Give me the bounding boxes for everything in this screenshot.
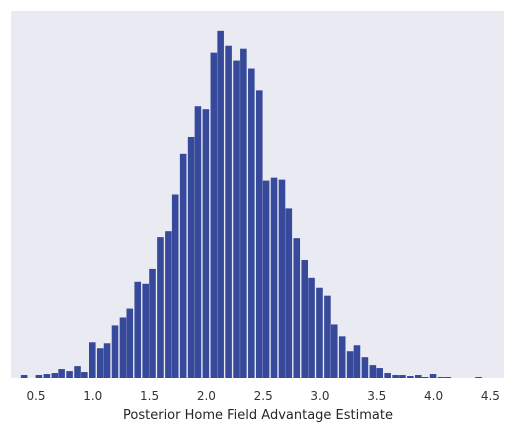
histogram-bar: [58, 369, 65, 378]
histogram-bar: [278, 179, 286, 378]
histogram-bar: [308, 277, 315, 378]
histogram-bar: [81, 372, 88, 378]
histogram-bar: [187, 136, 195, 378]
x-tick-label: 4.5: [481, 389, 500, 403]
histogram-bar: [361, 357, 369, 378]
x-tick-label: 1.5: [140, 389, 159, 403]
histogram-bar: [285, 208, 293, 378]
histogram-bar: [437, 377, 445, 378]
histogram-bar: [134, 281, 142, 378]
x-tick-label: 0.5: [26, 389, 45, 403]
histogram-bar: [444, 377, 452, 378]
histogram-bar: [384, 373, 391, 378]
histogram-bar: [111, 325, 119, 378]
histogram-bar: [103, 343, 111, 378]
x-tick-label: 2.5: [254, 389, 273, 403]
histogram-bar: [316, 287, 323, 378]
x-axis-ticks: 0.5 1.0 1.5 2.0 2.5 3.0 3.5 4.0 4.5: [26, 389, 499, 403]
histogram-bar: [399, 375, 406, 378]
histogram-bar: [429, 374, 437, 378]
histogram-bar: [330, 324, 338, 378]
histogram-bar: [324, 295, 331, 378]
histogram-bar: [20, 375, 28, 378]
histogram-bar: [142, 283, 149, 378]
histogram-bar: [179, 153, 187, 378]
histogram-bar: [262, 180, 270, 378]
histogram-bar: [376, 368, 383, 378]
histogram-bar: [51, 373, 59, 378]
histogram-bar: [407, 376, 414, 378]
histogram-bar: [210, 52, 218, 378]
histogram-bar: [346, 351, 354, 378]
histogram-bar: [225, 45, 232, 378]
histogram-bar: [171, 194, 179, 378]
histogram-bar: [248, 68, 255, 378]
histogram-bar: [293, 238, 301, 378]
histogram-bar: [338, 336, 346, 378]
histogram-bar: [270, 177, 278, 378]
histogram-bar: [149, 268, 156, 378]
histogram-bar: [233, 60, 240, 379]
histogram-bar: [35, 375, 43, 378]
histogram-bar: [202, 109, 210, 378]
histogram-bars: [20, 30, 482, 379]
histogram-bar: [74, 366, 81, 378]
histogram-bar: [165, 231, 172, 378]
x-tick-label: 2.0: [197, 389, 216, 403]
histogram-bar: [240, 48, 247, 378]
x-tick-label: 4.0: [424, 389, 443, 403]
x-axis-label: Posterior Home Field Advantage Estimate: [123, 408, 393, 423]
histogram-bar: [119, 317, 127, 378]
histogram-bar: [475, 377, 482, 378]
histogram-bar: [96, 348, 104, 378]
histogram-bar: [392, 375, 399, 378]
histogram-bar: [66, 371, 73, 378]
histogram-bar: [194, 106, 202, 378]
x-tick-label: 3.0: [310, 389, 329, 403]
histogram-bar: [421, 377, 429, 378]
histogram-bar: [157, 237, 164, 378]
histogram-bar: [353, 345, 361, 378]
histogram-bar: [415, 375, 422, 378]
histogram-bar: [126, 308, 134, 378]
histogram-bar: [255, 90, 263, 378]
x-tick-label: 1.0: [83, 389, 102, 403]
histogram-bar: [89, 342, 96, 378]
histogram-bar: [217, 30, 224, 379]
histogram-bar: [43, 374, 51, 378]
histogram-bar: [301, 259, 308, 378]
x-tick-label: 3.5: [367, 389, 386, 403]
histogram-bar: [369, 365, 377, 378]
